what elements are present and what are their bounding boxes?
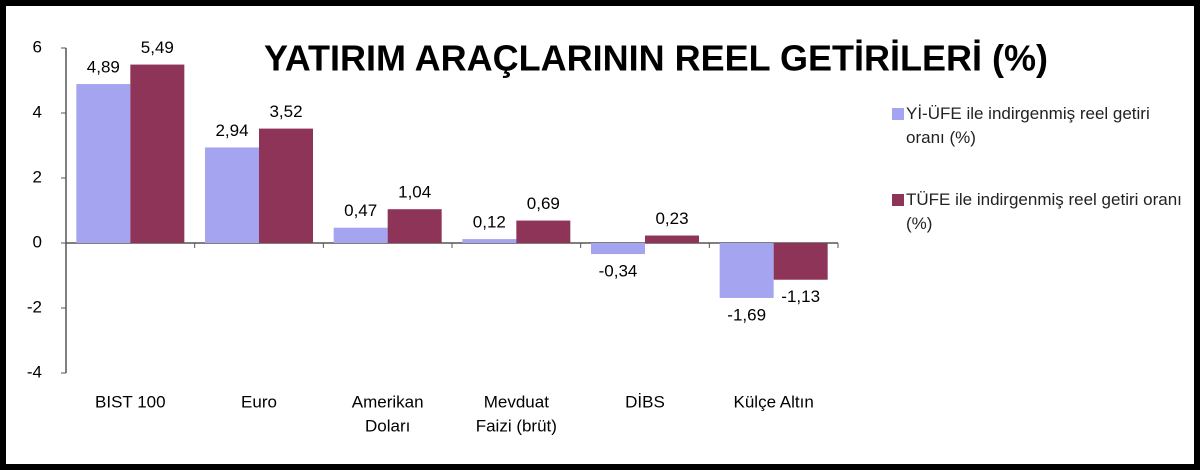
chart-title: YATIRIM ARAÇLARININ REEL GETİRİLERİ (%)	[264, 38, 1048, 79]
legend-label: Yİ-ÜFE ile indirgenmiş reel getiri oranı…	[906, 104, 1150, 147]
x-tick-label: Külçe Altın	[734, 392, 814, 411]
value-label: 0,23	[655, 209, 688, 228]
x-tick-label: DİBS	[625, 392, 665, 411]
bar	[773, 243, 828, 280]
bar	[333, 227, 388, 243]
value-label: -1,13	[781, 287, 820, 306]
value-label: 0,47	[344, 201, 377, 220]
value-label: 5,49	[141, 38, 174, 57]
bar	[205, 147, 259, 243]
y-tick-label: 0	[33, 232, 42, 251]
legend: Yİ-ÜFE ile indirgenmiş reel getiri oranı…	[886, 102, 1186, 274]
bar	[516, 220, 571, 243]
bar	[719, 243, 774, 298]
value-label: 1,04	[398, 183, 431, 202]
legend-item: TÜFE ile indirgenmiş reel getiri oranı (…	[886, 188, 1186, 236]
chart-svg: YATIRIM ARAÇLARININ REEL GETİRİLERİ (%) …	[27, 37, 1048, 435]
value-label: 0,12	[473, 213, 506, 232]
x-tick-label: Euro	[241, 392, 277, 411]
y-tick-label: 6	[33, 37, 42, 56]
legend-label: TÜFE ile indirgenmiş reel getiri oranı (…	[906, 190, 1182, 233]
bar	[76, 84, 131, 243]
bar	[130, 64, 185, 243]
legend-swatch	[892, 108, 904, 120]
value-label: -0,34	[599, 262, 638, 281]
value-label: 0,69	[527, 194, 560, 213]
bar	[259, 128, 313, 243]
y-tick-label: -2	[27, 297, 42, 316]
y-tick-label: 4	[33, 102, 42, 121]
legend-item: Yİ-ÜFE ile indirgenmiş reel getiri oranı…	[886, 102, 1186, 150]
x-tick-label: BIST 100	[95, 392, 166, 411]
bar	[387, 209, 442, 243]
value-label: 4,89	[87, 58, 120, 77]
x-tick-label: Doları	[365, 416, 410, 435]
bar	[591, 243, 645, 255]
x-tick-label: Faizi (brüt)	[476, 416, 557, 435]
x-tick-label: Mevduat	[484, 392, 549, 411]
bar	[645, 235, 699, 243]
value-label: 2,94	[215, 121, 248, 140]
value-label: 3,52	[269, 102, 302, 121]
bar	[462, 239, 517, 243]
legend-swatch	[892, 194, 904, 206]
y-tick-label: 2	[33, 167, 42, 186]
y-tick-label: -4	[27, 362, 42, 381]
x-tick-label: Amerikan	[352, 392, 424, 411]
value-label: -1,69	[727, 305, 766, 324]
